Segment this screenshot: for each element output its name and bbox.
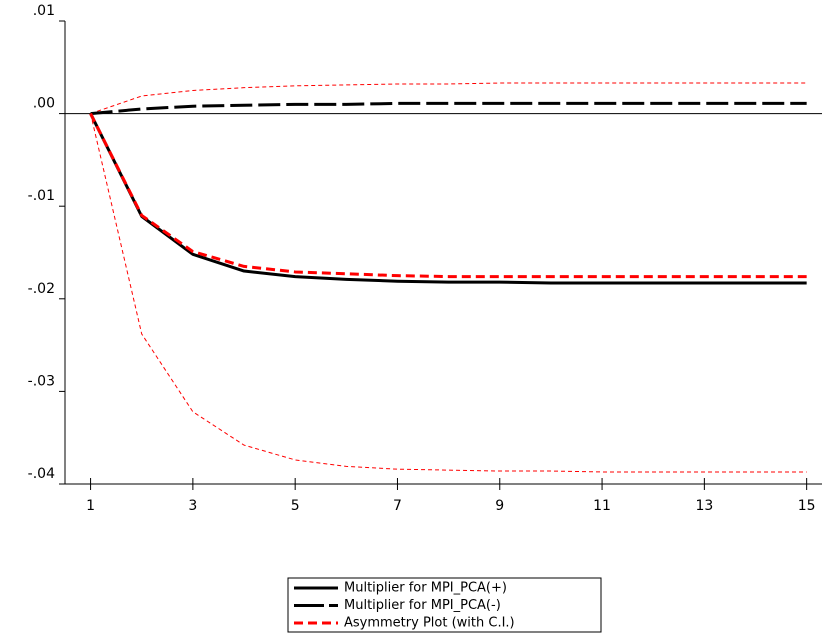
x-tick-label: 9 — [495, 498, 504, 514]
x-tick-label: 15 — [798, 498, 816, 514]
x-tick-label: 5 — [291, 498, 300, 514]
y-tick-label: -.02 — [28, 281, 55, 297]
series-line — [90, 101, 807, 116]
legend-box — [287, 577, 602, 633]
x-tick-label: 7 — [393, 498, 402, 514]
ci-line — [90, 113, 807, 473]
y-tick-label: -.01 — [28, 188, 55, 204]
legend-label: Multiplier for MPI_PCA(-) — [344, 598, 501, 613]
y-tick-label: -.04 — [28, 466, 55, 482]
series-line — [89, 112, 807, 279]
ci-line — [90, 82, 807, 115]
y-tick-label: .01 — [33, 3, 55, 19]
x-tick-label: 13 — [695, 498, 713, 514]
series-line — [89, 112, 807, 285]
x-tick-label: 3 — [188, 498, 197, 514]
legend-label: Multiplier for MPI_PCA(+) — [344, 581, 507, 596]
legend: Multiplier for MPI_PCA(+) Multiplier for … — [287, 577, 602, 633]
x-tick-label: 1 — [86, 498, 95, 514]
x-tick-label: 11 — [593, 498, 611, 514]
legend-label: Asymmetry Plot (with C.I.) — [344, 616, 515, 631]
y-tick-label: .00 — [33, 96, 55, 112]
y-tick-label: -.03 — [28, 373, 55, 389]
